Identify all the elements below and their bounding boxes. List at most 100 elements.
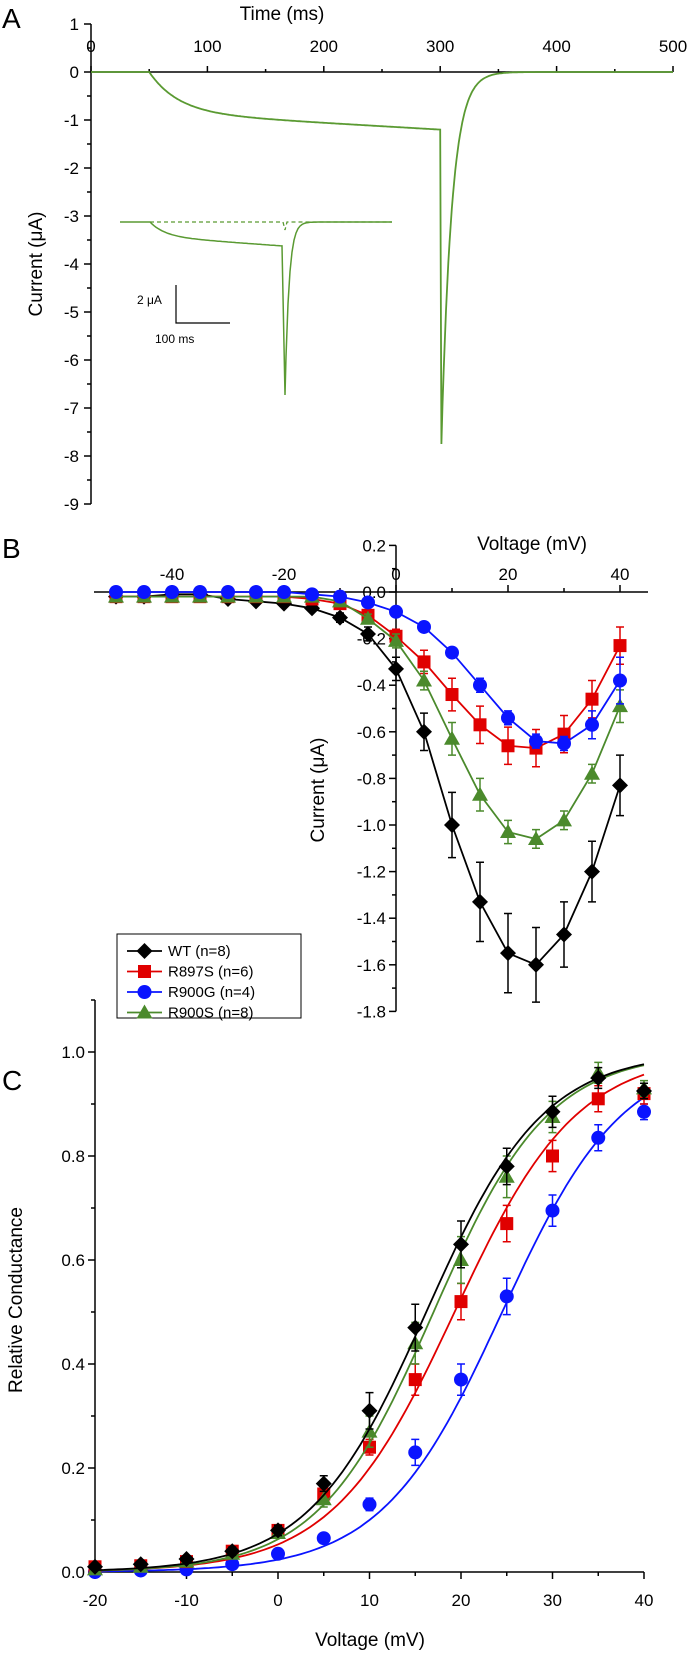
x-tick-label: -20 [272,565,297,584]
data-point-R897S [454,1295,468,1309]
data-point-R900G [501,710,515,725]
data-point-WT [224,1543,241,1560]
main-current-trace [91,71,673,445]
data-point-R900G [408,1445,423,1460]
x-tick-label: 300 [426,37,454,56]
panel-b-x-title: Voltage (mV) [477,534,587,555]
data-point-WT [388,660,404,677]
data-point-R900G [613,673,627,688]
panel-b-y-title: Current (μA) [308,738,329,843]
data-point-R900G [529,734,543,749]
y-tick-label: -9 [64,495,79,514]
y-tick-label: 0.8 [61,1147,85,1166]
data-point-R900S [360,610,376,625]
data-point-R900S [416,672,432,687]
data-point-R900G [591,1130,606,1145]
inset-control-trace [150,221,392,231]
panel-a-y-title: Current (μA) [26,212,47,317]
data-point-R897S [501,739,515,753]
legend-marker-R900G [137,985,152,999]
data-point-R900S [388,632,404,647]
data-point-WT [332,609,348,626]
data-point-R900G [333,589,347,604]
y-tick-label: 0.0 [61,1563,85,1582]
data-point-R900G [362,1497,377,1512]
legend-marker-WT [136,943,153,959]
data-point-R900G [585,717,599,732]
data-point-R900G [557,736,571,751]
fit-curve-R900S [94,1064,645,1572]
data-point-R900G [499,1289,514,1304]
data-point-WT [472,893,488,910]
panel-label-c: C [2,1065,22,1096]
legend-marker-R900S [136,1004,153,1019]
data-point-R900G [454,1372,468,1387]
legend-label-R900S: R900S (n=8) [168,1005,253,1022]
data-point-R900G [316,1531,331,1546]
data-point-R897S [445,688,459,702]
panel-c-conductance: Voltage (mV) Relative Conductance -20 -10… [6,999,654,1651]
panel-c-y-title: Relative Conductance [6,1207,27,1393]
y-tick-label: -4 [64,255,79,274]
panel-c-x-title: Voltage (mV) [315,1630,425,1651]
y-tick-label: -0.4 [357,676,386,695]
data-point-R900S [556,812,572,827]
y-tick-label: 0.2 [61,1459,85,1478]
data-point-R900G [637,1104,651,1119]
y-tick-label: -8 [64,447,79,466]
legend-label-WT: WT (n=8) [168,943,231,960]
data-point-WT [584,863,600,880]
data-point-R900G [221,585,235,599]
data-point-WT [498,1158,515,1175]
data-point-R900S [472,786,488,801]
y-tick-label: -1.8 [357,1002,386,1021]
data-point-R900G [271,1546,285,1561]
series-R900G [88,1096,651,1579]
data-point-R900S [315,1491,332,1506]
panel-a-current-trace: Time (ms) Current (μA) 2 μA 100 ms 0 100 2… [26,4,687,514]
series-WT [87,1063,652,1575]
x-tick-label: 400 [542,37,570,56]
legend-label-R900G: R900G (n=4) [168,984,255,1001]
y-tick-label: -1.4 [357,909,386,928]
data-point-R897S [591,1092,605,1106]
panel-a-x-title: Time (ms) [240,4,325,25]
data-point-R900G [193,585,207,599]
data-point-WT [178,1551,195,1567]
x-tick-label: 100 [193,37,221,56]
data-point-R897S [473,718,487,732]
y-tick-label: 0 [70,63,79,82]
data-point-R900G [305,587,319,602]
y-tick-label: -1.0 [357,816,386,835]
data-point-R900G [249,585,263,599]
data-point-R900G [545,1203,560,1218]
data-point-WT [416,723,432,740]
x-tick-label: 10 [360,1591,379,1610]
y-tick-label: -1.2 [357,863,386,882]
series-R900G [109,585,627,752]
fit-curve-R897S [94,1073,645,1572]
data-point-R897S [417,655,431,669]
data-point-WT [87,1558,103,1575]
data-point-WT [444,817,460,833]
y-tick-label: -0.8 [357,769,386,788]
x-tick-label: 500 [659,37,687,56]
x-tick-label: 200 [310,37,338,56]
data-point-WT [360,625,376,642]
legend-label-R897S: R897S (n=6) [168,964,253,981]
x-tick-label: 30 [543,1591,562,1610]
data-point-WT [407,1319,424,1336]
x-tick-label: 40 [635,1591,654,1610]
legend: WT (n=8) R897S (n=6) R900G (n=4) R900S (n=8… [116,933,302,1022]
x-tick-label: 0 [391,565,400,584]
y-tick-label: 1 [70,15,79,34]
y-tick-label: -1.6 [357,956,386,975]
data-point-R900S [500,823,516,838]
x-tick-label: 20 [452,1591,471,1610]
y-tick-label: 0.6 [61,1251,85,1270]
data-point-WT [500,945,516,962]
data-point-WT [590,1070,607,1086]
data-point-WT [612,777,628,794]
x-tick-label: 0 [86,37,95,56]
data-point-WT [361,1402,378,1419]
